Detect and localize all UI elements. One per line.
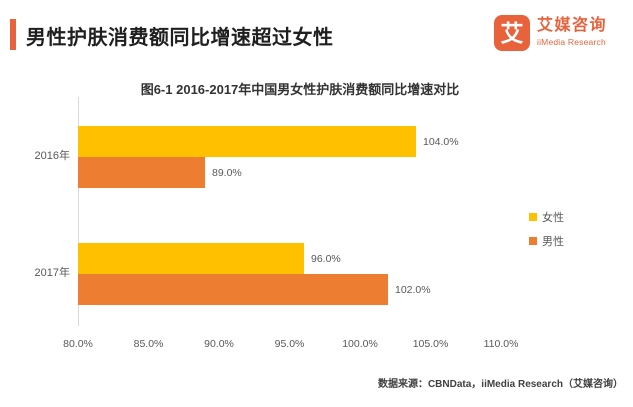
logo-wordmark: 艾媒咨询 iiMedia Research: [537, 17, 607, 47]
logo-name-cn: 艾媒咨询: [537, 17, 608, 34]
legend-label: 男性: [542, 236, 564, 248]
bar-女性-2017年: [78, 243, 304, 274]
legend-swatch-icon: [529, 213, 537, 221]
category-label: 2016年: [34, 150, 70, 162]
logo-name-en: iiMedia Research: [537, 36, 606, 47]
page-title: 男性护肤消费额同比增速超过女性: [26, 27, 334, 49]
bar-女性-2016年: [78, 126, 416, 157]
bar-value-label: 102.0%: [395, 283, 431, 296]
legend-item-女性: 女性: [529, 209, 564, 225]
x-axis-tick-label: 85.0%: [133, 338, 164, 350]
legend-label: 女性: [542, 212, 564, 224]
x-axis-tick-label: 90.0%: [204, 338, 234, 350]
logo-glyph: 艾: [500, 19, 524, 46]
x-axis-tick-label: 95.0%: [274, 338, 305, 350]
y-axis-line: [78, 97, 79, 326]
x-axis-tick-label: 100.0%: [342, 338, 378, 350]
category-label: 2017年: [34, 267, 70, 279]
title-accent-bar: [10, 19, 16, 50]
x-axis-tick-label: 110.0%: [483, 338, 519, 350]
bar-value-label: 89.0%: [212, 166, 242, 179]
bar-男性-2017年: [78, 274, 388, 305]
legend-swatch-icon: [529, 237, 537, 245]
bar-男性-2016年: [78, 157, 205, 188]
x-axis-tick-label: 80.0%: [63, 338, 93, 350]
iimedia-logo-icon: 艾: [494, 15, 530, 51]
chart-title: 图6-1 2016-2017年中国男女性护肤消费额同比增速对比: [140, 82, 460, 97]
bar-value-label: 96.0%: [311, 252, 341, 265]
chart-legend: 女性 男性: [529, 209, 564, 257]
bar-value-label: 104.0%: [423, 135, 459, 148]
legend-item-男性: 男性: [529, 233, 564, 249]
data-source-note: 数据来源：CBNData，iiMedia Research（艾媒咨询）: [377, 379, 623, 390]
x-axis-tick-label: 105.0%: [412, 338, 449, 350]
